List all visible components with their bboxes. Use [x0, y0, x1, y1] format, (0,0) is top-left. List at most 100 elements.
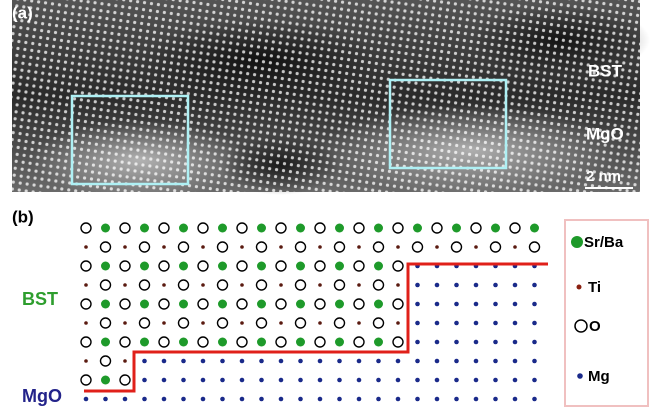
o-atom	[81, 223, 91, 233]
mg-atom	[201, 397, 206, 402]
mg-atom	[181, 378, 186, 383]
mg-atom	[162, 378, 167, 383]
mg-atom	[220, 397, 225, 402]
mg-atom	[532, 397, 537, 402]
ti-atom	[84, 321, 88, 325]
o-atom	[179, 280, 189, 290]
mg-atom	[240, 378, 245, 383]
sr-ba-atom	[257, 262, 266, 271]
ti-atom	[240, 283, 244, 287]
sr-ba-atom	[101, 300, 110, 309]
o-atom	[257, 280, 267, 290]
ti-atom	[435, 245, 439, 249]
ti-atom	[201, 283, 205, 287]
lattice	[81, 223, 540, 401]
o-atom	[530, 242, 540, 252]
mg-atom	[513, 302, 518, 307]
layer-label: MgO	[22, 386, 62, 406]
o-atom	[296, 318, 306, 328]
mg-atom	[337, 359, 342, 364]
mg-atom	[279, 397, 284, 402]
sr-ba-atom	[335, 300, 344, 309]
o-atom	[237, 299, 247, 309]
figure: (a) BST MgO 2 nm (b) BST MgO Sr/Ba Ti O …	[0, 0, 657, 411]
mg-atom	[396, 397, 401, 402]
o-atom	[354, 337, 364, 347]
mg-atom	[454, 283, 459, 288]
sr-ba-atom	[101, 338, 110, 347]
sr-ba-atom	[257, 338, 266, 347]
o-atom	[276, 299, 286, 309]
mg-atom	[493, 321, 498, 326]
sr-ba-atom	[374, 300, 383, 309]
o-atom	[335, 280, 345, 290]
ti-atom	[201, 321, 205, 325]
mg-atom	[298, 397, 303, 402]
mg-atom	[415, 359, 420, 364]
sr-ba-atom	[335, 262, 344, 271]
ti-atom	[84, 283, 88, 287]
mg-atom	[513, 340, 518, 345]
o-atom	[276, 261, 286, 271]
ti-atom	[396, 283, 400, 287]
o-atom	[315, 261, 325, 271]
mg-atom	[142, 359, 147, 364]
o-atom	[120, 223, 130, 233]
mg-atom	[513, 397, 518, 402]
o-atom	[413, 242, 423, 252]
mg-atom	[493, 397, 498, 402]
mg-atom	[474, 397, 479, 402]
mg-atom	[415, 378, 420, 383]
ti-atom	[162, 245, 166, 249]
mg-atom	[532, 321, 537, 326]
mg-atom	[220, 359, 225, 364]
o-atom	[198, 261, 208, 271]
o-atom	[315, 223, 325, 233]
mg-atom	[181, 397, 186, 402]
o-atom	[81, 375, 91, 385]
mg-atom	[513, 283, 518, 288]
sr-ba-atom	[296, 300, 305, 309]
o-atom	[179, 242, 189, 252]
mg-atom	[435, 378, 440, 383]
o-atom	[198, 337, 208, 347]
mg-atom	[415, 397, 420, 402]
sr-ba-atom	[101, 376, 110, 385]
o-atom	[218, 242, 228, 252]
mg-atom	[474, 359, 479, 364]
ti-atom	[123, 359, 127, 363]
panel-label: (b)	[12, 207, 34, 226]
o-atom	[101, 318, 111, 328]
sr-ba-atom	[257, 300, 266, 309]
sr-ba-atom	[218, 224, 227, 233]
ti-atom	[162, 321, 166, 325]
mg-atom	[435, 283, 440, 288]
o-atom	[452, 242, 462, 252]
mg-atom	[513, 359, 518, 364]
o-atom	[354, 299, 364, 309]
o-atom	[315, 337, 325, 347]
ti-atom	[279, 245, 283, 249]
sr-ba-atom	[296, 338, 305, 347]
mg-atom	[396, 378, 401, 383]
sr-ba-atom	[335, 338, 344, 347]
mg-atom	[84, 397, 89, 402]
mg-atom	[493, 340, 498, 345]
mg-atom	[142, 397, 147, 402]
o-atom	[198, 223, 208, 233]
legend-label: Sr/Ba	[584, 234, 624, 251]
o-atom	[393, 299, 403, 309]
mg-atom	[162, 359, 167, 364]
sr-ba-atom	[101, 224, 110, 233]
ti-atom	[357, 245, 361, 249]
sr-ba-atom	[179, 338, 188, 347]
o-atom	[179, 318, 189, 328]
mg-atom	[259, 359, 264, 364]
sr-ba-atom	[101, 262, 110, 271]
sr-ba-atom	[140, 262, 149, 271]
o-atom	[120, 375, 130, 385]
o-atom	[81, 337, 91, 347]
o-atom	[276, 223, 286, 233]
mg-atom	[181, 359, 186, 364]
o-atom	[140, 280, 150, 290]
